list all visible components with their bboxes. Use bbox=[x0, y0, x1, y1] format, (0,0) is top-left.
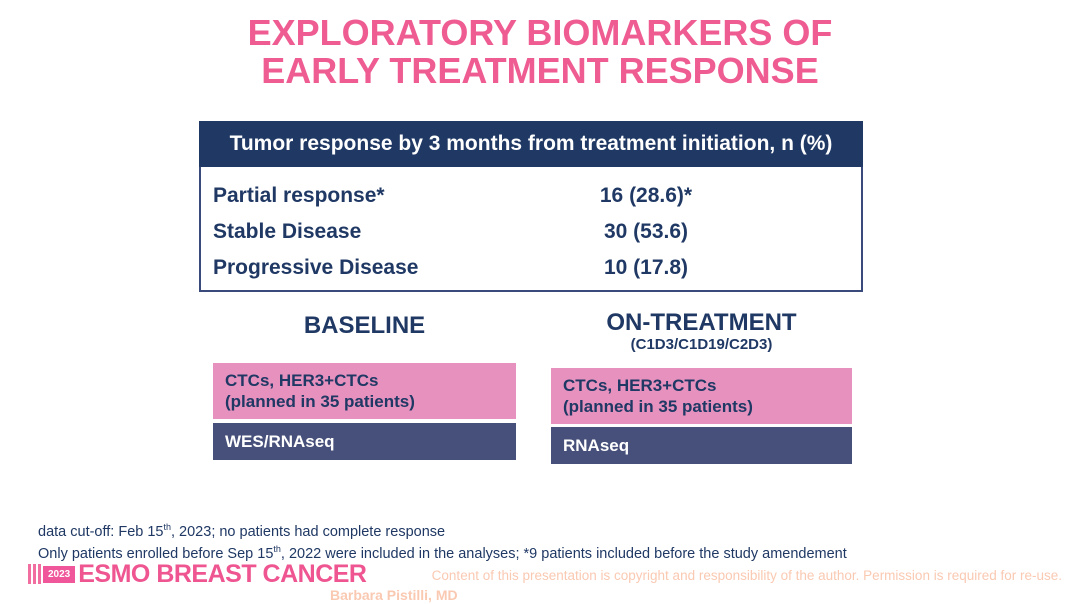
slide-title-line2: EARLY TREATMENT RESPONSE bbox=[261, 50, 819, 91]
row-value: 16 (28.6)* bbox=[599, 184, 693, 207]
footnote1-sup: th bbox=[163, 522, 171, 532]
on-treatment-seq-box: RNAseq bbox=[551, 427, 852, 464]
footnote1-pre: data cut-off: Feb 15 bbox=[38, 523, 164, 540]
row-label: Stable Disease bbox=[213, 220, 362, 243]
on-treatment-heading: ON-TREATMENT (C1D3/C1D19/C2D3) bbox=[551, 310, 852, 354]
row-label: Progressive Disease bbox=[213, 256, 419, 279]
on-treatment-ctc-box: CTCs, HER3+CTCs (planned in 35 patients) bbox=[551, 368, 852, 424]
baseline-ctc-line2: (planned in 35 patients) bbox=[225, 392, 415, 411]
slide-title: EXPLORATORY BIOMARKERS OF EARLY TREATMEN… bbox=[0, 14, 1080, 90]
footnote1-post: , 2023; no patients had complete respons… bbox=[171, 523, 446, 540]
author-name: Barbara Pistilli, MD bbox=[330, 587, 458, 603]
slide-title-line1: EXPLORATORY BIOMARKERS OF bbox=[247, 12, 833, 53]
footnote-line2: Only patients enrolled before Sep 15th, … bbox=[38, 541, 847, 563]
row-value: 30 (53.6) bbox=[603, 220, 689, 243]
esmo-logo: 2023 ESMO BREAST CANCER bbox=[28, 559, 367, 588]
on-treatment-heading-main: ON-TREATMENT bbox=[606, 309, 797, 336]
baseline-ctc-box: CTCs, HER3+CTCs (planned in 35 patients) bbox=[213, 363, 516, 419]
table-row: Progressive Disease 10 (17.8) bbox=[213, 250, 861, 286]
on-treatment-ctc-line2: (planned in 35 patients) bbox=[563, 397, 753, 416]
baseline-seq-label: WES/RNAseq bbox=[225, 431, 335, 451]
logo-year-badge: 2023 bbox=[43, 565, 76, 583]
footnote-line1: data cut-off: Feb 15th, 2023; no patient… bbox=[38, 519, 847, 541]
row-value: 10 (17.8) bbox=[603, 256, 689, 279]
logo-stripes-icon bbox=[28, 564, 41, 584]
table-header: Tumor response by 3 months from treatmen… bbox=[199, 121, 863, 167]
table-body: Partial response* 16 (28.6)* Stable Dise… bbox=[199, 167, 863, 292]
footnote2-pre: Only patients enrolled before Sep 15 bbox=[38, 546, 274, 563]
on-treatment-subheading: (C1D3/C1D19/C2D3) bbox=[630, 336, 773, 353]
baseline-seq-box: WES/RNAseq bbox=[213, 423, 516, 460]
baseline-ctc-line1: CTCs, HER3+CTCs bbox=[225, 371, 379, 390]
logo-text: ESMO BREAST CANCER bbox=[78, 559, 367, 588]
footnote2-sup: th bbox=[273, 544, 281, 555]
baseline-heading: BASELINE bbox=[303, 312, 426, 339]
footnotes: data cut-off: Feb 15th, 2023; no patient… bbox=[38, 519, 847, 564]
table-row: Partial response* 16 (28.6)* bbox=[213, 178, 861, 214]
on-treatment-seq-label: RNAseq bbox=[563, 435, 630, 455]
copyright-notice: Content of this presentation is copyrigh… bbox=[431, 568, 1062, 583]
footnote2-post: , 2022 were included in the analyses; *9… bbox=[280, 546, 847, 563]
on-treatment-ctc-line1: CTCs, HER3+CTCs bbox=[563, 376, 717, 395]
tumor-response-table: Tumor response by 3 months from treatmen… bbox=[199, 121, 863, 292]
table-row: Stable Disease 30 (53.6) bbox=[213, 214, 861, 250]
row-label: Partial response* bbox=[213, 184, 385, 207]
